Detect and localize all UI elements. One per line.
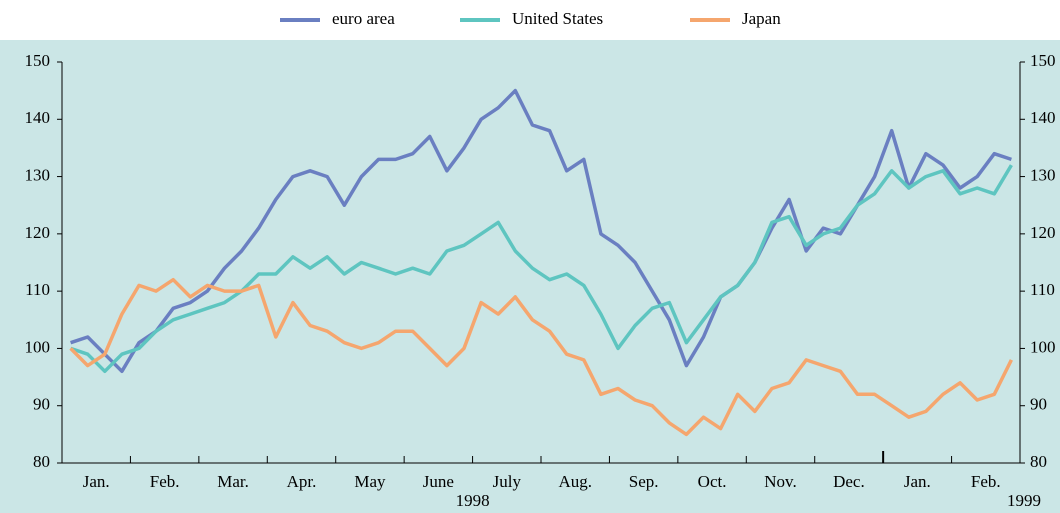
x-tick-label: Jan. bbox=[904, 472, 931, 491]
series-line bbox=[70, 164, 1013, 374]
legend-label: United States bbox=[512, 9, 603, 28]
y-tick-label: 90 bbox=[33, 395, 50, 414]
y-tick-label: 100 bbox=[25, 337, 51, 356]
legend-label: Japan bbox=[742, 9, 781, 28]
plot-background bbox=[0, 40, 1060, 513]
y-tick-label: 120 bbox=[25, 223, 51, 242]
y2-tick-label: 150 bbox=[1030, 51, 1056, 70]
x-tick-label: Jan. bbox=[83, 472, 110, 491]
x-tick-label: Sep. bbox=[629, 472, 659, 491]
y2-tick-label: 80 bbox=[1030, 452, 1047, 471]
y-tick-label: 150 bbox=[25, 51, 51, 70]
y2-tick-label: 110 bbox=[1030, 280, 1055, 299]
y2-tick-label: 120 bbox=[1030, 223, 1056, 242]
y2-tick-label: 140 bbox=[1030, 108, 1056, 127]
x-tick-label: Aug. bbox=[558, 472, 592, 491]
x-tick-label: Feb. bbox=[971, 472, 1001, 491]
x-tick-label: Apr. bbox=[287, 472, 317, 491]
x-tick-label: Oct. bbox=[698, 472, 727, 491]
y-tick-label: 110 bbox=[25, 280, 50, 299]
y2-tick-label: 90 bbox=[1030, 395, 1047, 414]
x-tick-label: June bbox=[423, 472, 454, 491]
x-tick-label: Feb. bbox=[150, 472, 180, 491]
year-label: 1999 bbox=[1007, 491, 1041, 510]
legend-label: euro area bbox=[332, 9, 395, 28]
y2-tick-label: 130 bbox=[1030, 165, 1056, 184]
y-tick-label: 80 bbox=[33, 452, 50, 471]
y-tick-label: 130 bbox=[25, 165, 51, 184]
x-tick-label: May bbox=[354, 472, 386, 491]
y-tick-label: 140 bbox=[25, 108, 51, 127]
x-tick-label: Nov. bbox=[764, 472, 796, 491]
y2-tick-label: 100 bbox=[1030, 337, 1056, 356]
series-line bbox=[69, 277, 1013, 437]
x-tick-label: July bbox=[493, 472, 522, 491]
x-tick-label: Dec. bbox=[833, 472, 865, 491]
year-label: 1998 bbox=[456, 491, 490, 510]
x-tick-label: Mar. bbox=[217, 472, 249, 491]
